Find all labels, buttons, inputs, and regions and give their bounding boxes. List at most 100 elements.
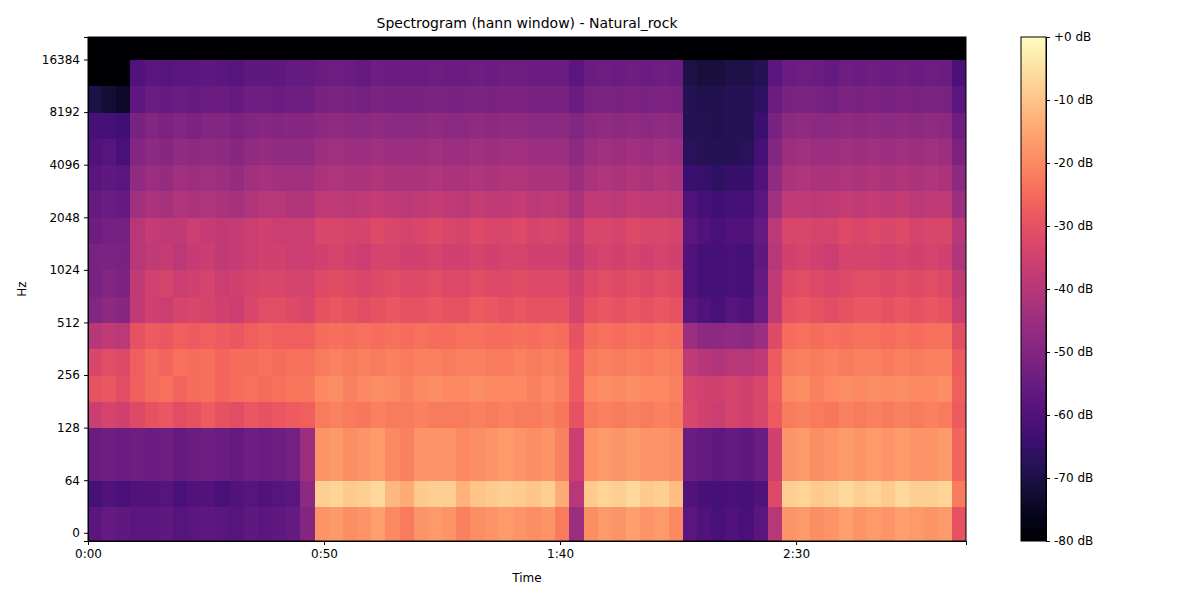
cell <box>754 428 769 481</box>
cell <box>88 138 103 165</box>
cell <box>584 86 599 113</box>
cell <box>442 86 457 113</box>
cell <box>116 401 131 428</box>
cell <box>768 217 783 244</box>
cell <box>173 165 188 192</box>
cell <box>116 138 131 165</box>
cell <box>385 375 400 402</box>
cell <box>952 244 966 271</box>
cell <box>499 86 514 113</box>
cell <box>485 270 500 297</box>
cell <box>400 296 415 323</box>
cell <box>230 138 245 165</box>
cell <box>669 401 684 428</box>
cell <box>187 165 202 192</box>
cell <box>697 244 712 271</box>
plot-frame <box>88 37 966 541</box>
cell <box>400 165 415 192</box>
cell <box>470 401 485 428</box>
cell <box>654 428 669 481</box>
cell <box>569 375 584 402</box>
cell <box>725 217 740 244</box>
cell <box>711 217 726 244</box>
cell <box>909 244 924 271</box>
cell <box>895 217 910 244</box>
cell <box>513 244 528 271</box>
cell <box>711 270 726 297</box>
cell <box>187 428 202 481</box>
cell <box>400 270 415 297</box>
cell <box>867 138 882 165</box>
cell <box>952 296 966 323</box>
cell <box>215 37 230 60</box>
tick-mark <box>84 165 88 166</box>
cell <box>824 60 839 87</box>
cell <box>654 349 669 376</box>
cell <box>555 480 570 507</box>
cell <box>315 138 330 165</box>
cell <box>187 401 202 428</box>
cell <box>683 349 698 376</box>
cell <box>683 60 698 87</box>
cell <box>626 349 641 376</box>
cell <box>145 428 160 481</box>
cell <box>725 37 740 60</box>
cell <box>924 322 939 349</box>
cell <box>456 138 471 165</box>
cell <box>626 322 641 349</box>
cell <box>654 138 669 165</box>
cell <box>286 217 301 244</box>
tick: 512 <box>57 316 88 330</box>
cell <box>853 322 868 349</box>
cell <box>739 112 754 139</box>
cell <box>428 244 443 271</box>
cell <box>938 349 953 376</box>
cell <box>300 375 315 402</box>
cell <box>201 112 216 139</box>
cell <box>839 270 854 297</box>
cell <box>470 60 485 87</box>
cell <box>754 244 769 271</box>
cell <box>470 480 485 507</box>
cell <box>654 165 669 192</box>
cell <box>173 112 188 139</box>
cell <box>315 270 330 297</box>
cell <box>357 165 372 192</box>
cell <box>924 375 939 402</box>
cell <box>527 296 542 323</box>
axis: 0:000:501:402:30 <box>75 541 966 561</box>
cell <box>400 375 415 402</box>
cell <box>895 428 910 481</box>
cell <box>569 296 584 323</box>
cell <box>400 217 415 244</box>
tick-label: -20 dB <box>1054 156 1093 170</box>
cell <box>414 86 429 113</box>
cell <box>357 349 372 376</box>
cell <box>754 296 769 323</box>
cell <box>598 270 613 297</box>
cell <box>315 165 330 192</box>
cell <box>215 60 230 87</box>
cell <box>485 506 500 541</box>
cell <box>102 401 117 428</box>
cell <box>527 506 542 541</box>
cell <box>385 217 400 244</box>
cell <box>357 296 372 323</box>
cell <box>569 244 584 271</box>
tick: 0:00 <box>75 541 102 561</box>
cell <box>909 506 924 541</box>
cell <box>839 86 854 113</box>
cell <box>272 401 287 428</box>
cell <box>598 349 613 376</box>
cell <box>711 506 726 541</box>
cell <box>357 401 372 428</box>
cell <box>145 60 160 87</box>
cell <box>414 480 429 507</box>
cell <box>456 349 471 376</box>
cell <box>697 322 712 349</box>
cell <box>654 296 669 323</box>
cell <box>159 60 174 87</box>
cell <box>867 375 882 402</box>
cell <box>102 244 117 271</box>
cell <box>626 37 641 60</box>
